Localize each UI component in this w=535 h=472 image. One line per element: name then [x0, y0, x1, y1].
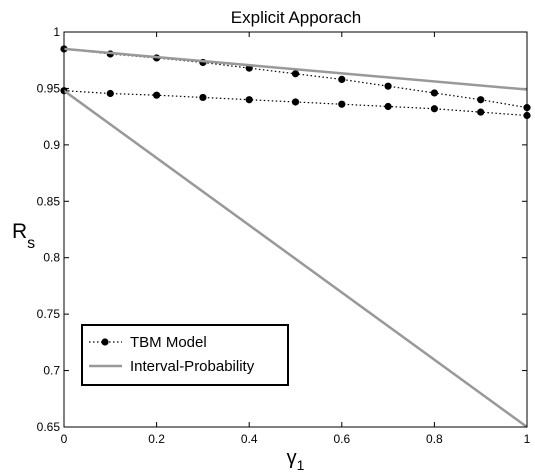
data-point-tbm-model [384, 82, 392, 90]
y-tick-label: 0.65 [37, 420, 61, 434]
legend-label: TBM Model [130, 334, 207, 351]
x-tick-label: 0 [61, 432, 68, 446]
data-point-tbm-model [384, 102, 392, 111]
legend: TBM Model Interval-Probability [81, 324, 289, 386]
y-tick-label: 0.75 [37, 307, 61, 321]
x-tick-label: 1 [524, 432, 531, 446]
data-point-tbm-model [153, 91, 161, 99]
data-point-tbm-model [477, 108, 485, 116]
x-tick-label: 0.6 [333, 432, 350, 446]
x-tick-label: 0.2 [148, 432, 165, 446]
legend-swatch-marker [101, 338, 109, 346]
x-axis-label-subscript: 1 [297, 457, 305, 472]
y-axis-label-subscript: s [27, 235, 35, 252]
data-point-tbm-model [245, 96, 253, 104]
y-tick-label: 0.95 [37, 81, 61, 95]
data-point-tbm-model [338, 100, 346, 108]
y-tick-label: 0.8 [43, 251, 60, 265]
data-point-tbm-model [430, 105, 438, 113]
series-group [60, 45, 531, 429]
data-point-tbm-model [291, 70, 300, 78]
data-point-tbm-model [199, 93, 207, 102]
y-tick-label: 0.7 [43, 364, 60, 378]
chart-title: Explicit Apporach [231, 8, 361, 27]
x-axis-label-main: γ [287, 447, 297, 469]
series-line-interval-probability [63, 47, 528, 91]
data-point-tbm-model [106, 89, 114, 98]
y-axis-label: Rs [12, 220, 35, 252]
plot-frame [63, 31, 528, 428]
x-tick-label: 0.8 [426, 432, 443, 446]
data-point-tbm-model [430, 89, 438, 97]
legend-label: Interval-Probability [130, 358, 255, 375]
y-tick-label: 0.85 [37, 194, 61, 208]
data-point-tbm-model [477, 96, 485, 104]
y-axis-label-main: R [12, 220, 27, 243]
data-point-tbm-model [338, 75, 346, 83]
legend-box [81, 324, 289, 386]
series-line-tbm-model [63, 90, 528, 117]
data-point-tbm-model [291, 98, 300, 106]
x-tick-label: 0.4 [241, 432, 258, 446]
series-line-interval-probability [63, 89, 528, 429]
y-tick-label: 0.9 [43, 138, 60, 152]
y-tick-label: 1 [53, 25, 60, 39]
x-axis-label: γ1 [287, 447, 305, 472]
